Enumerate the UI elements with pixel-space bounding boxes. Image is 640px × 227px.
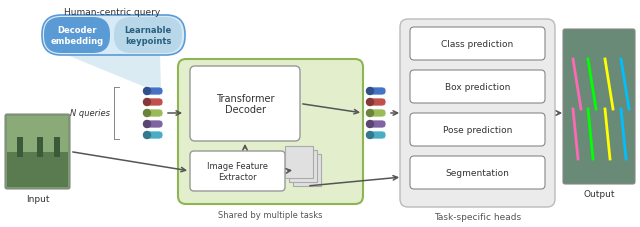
FancyBboxPatch shape xyxy=(410,71,545,104)
Bar xyxy=(54,137,60,157)
Bar xyxy=(7,152,68,187)
FancyBboxPatch shape xyxy=(42,16,185,56)
Text: Segmentation: Segmentation xyxy=(445,168,509,177)
Circle shape xyxy=(143,88,150,95)
Text: Image Feature
Extractor: Image Feature Extractor xyxy=(207,162,268,181)
Circle shape xyxy=(367,132,374,139)
FancyBboxPatch shape xyxy=(143,109,163,118)
Text: Shared by multiple tasks: Shared by multiple tasks xyxy=(218,210,323,219)
Text: Task-specific heads: Task-specific heads xyxy=(434,212,521,221)
Text: Output: Output xyxy=(583,189,615,198)
Circle shape xyxy=(143,132,150,139)
FancyBboxPatch shape xyxy=(366,99,386,106)
FancyBboxPatch shape xyxy=(563,30,635,184)
FancyBboxPatch shape xyxy=(178,60,363,204)
Circle shape xyxy=(143,110,150,117)
Text: Learnable
keypoints: Learnable keypoints xyxy=(124,26,172,45)
Text: N queries: N queries xyxy=(70,109,110,118)
Text: Decoder
embedding: Decoder embedding xyxy=(51,26,104,45)
FancyBboxPatch shape xyxy=(410,114,545,146)
Text: Pose prediction: Pose prediction xyxy=(443,126,512,134)
Text: Transformer
Decoder: Transformer Decoder xyxy=(216,93,275,115)
Circle shape xyxy=(143,121,150,128)
FancyBboxPatch shape xyxy=(143,88,163,96)
FancyBboxPatch shape xyxy=(400,20,555,207)
FancyBboxPatch shape xyxy=(410,28,545,61)
FancyBboxPatch shape xyxy=(366,109,386,118)
FancyBboxPatch shape xyxy=(44,18,110,54)
Polygon shape xyxy=(67,56,161,88)
Text: Box prediction: Box prediction xyxy=(445,83,510,92)
FancyBboxPatch shape xyxy=(289,150,317,182)
Bar xyxy=(17,137,23,157)
Circle shape xyxy=(143,99,150,106)
FancyBboxPatch shape xyxy=(366,121,386,128)
Bar xyxy=(7,116,68,154)
FancyBboxPatch shape xyxy=(293,154,321,186)
Text: Input: Input xyxy=(26,194,49,203)
Circle shape xyxy=(367,121,374,128)
FancyBboxPatch shape xyxy=(190,151,285,191)
FancyBboxPatch shape xyxy=(285,146,313,178)
Circle shape xyxy=(367,88,374,95)
FancyBboxPatch shape xyxy=(410,156,545,189)
FancyBboxPatch shape xyxy=(366,88,386,96)
FancyBboxPatch shape xyxy=(143,99,163,106)
FancyBboxPatch shape xyxy=(366,131,386,139)
Circle shape xyxy=(367,99,374,106)
Circle shape xyxy=(367,110,374,117)
Text: Class prediction: Class prediction xyxy=(442,40,514,49)
FancyBboxPatch shape xyxy=(143,121,163,128)
FancyBboxPatch shape xyxy=(114,18,182,54)
FancyBboxPatch shape xyxy=(190,67,300,141)
Text: Human-centric query: Human-centric query xyxy=(64,8,160,17)
FancyBboxPatch shape xyxy=(5,114,70,189)
FancyBboxPatch shape xyxy=(143,131,163,139)
Bar xyxy=(37,137,43,157)
